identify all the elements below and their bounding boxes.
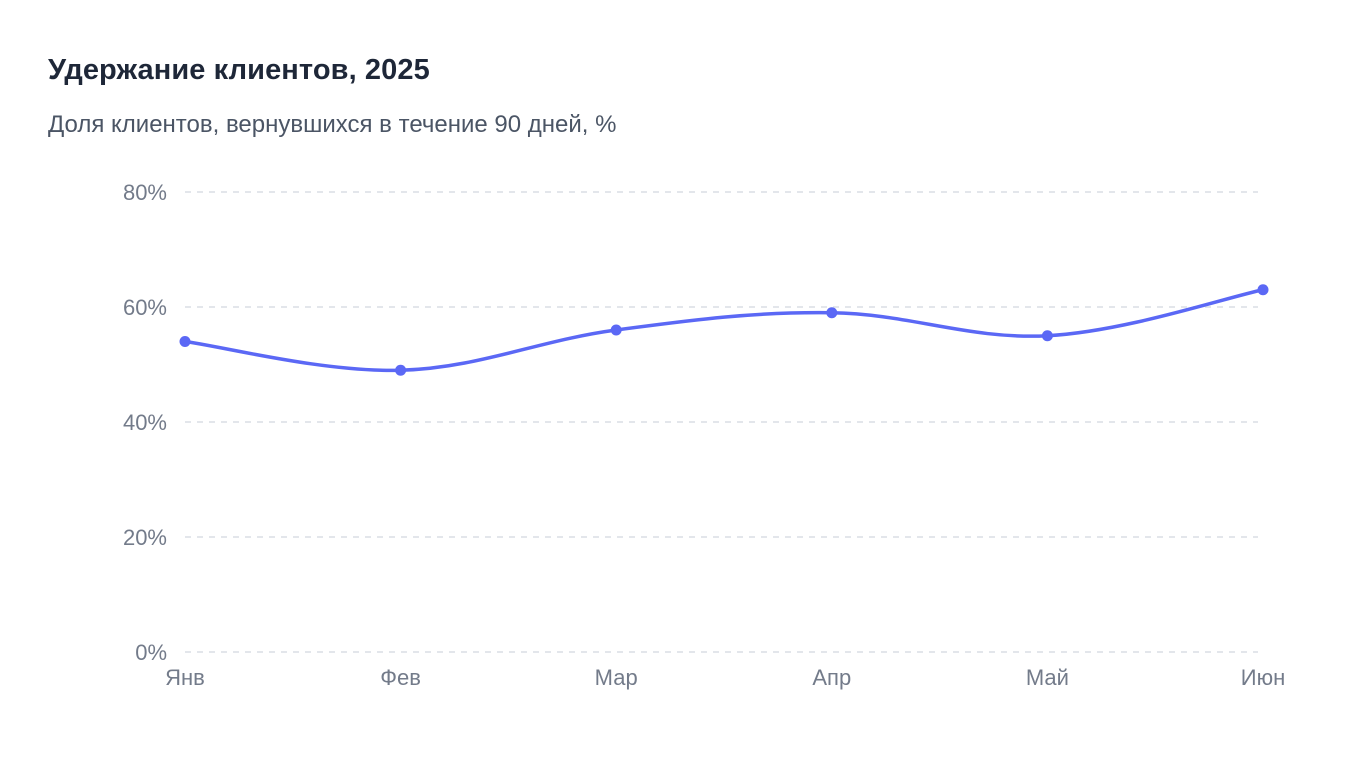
data-point[interactable] (179, 336, 191, 347)
x-tick-label: Май (1026, 665, 1069, 690)
grid-layer (185, 191, 1258, 653)
x-tick-label: Мар (595, 665, 638, 690)
x-tick-label: Июн (1241, 665, 1285, 690)
data-point[interactable] (1041, 330, 1053, 342)
x-axis: Янв Фев Мар Апр Май Июн (165, 665, 1285, 690)
y-tick-label: 0% (135, 640, 167, 665)
data-point[interactable] (610, 324, 622, 336)
x-tick-label: Янв (165, 665, 205, 690)
x-tick-label: Апр (812, 665, 851, 690)
chart-title: Удержание клиентов, 2025 (48, 54, 430, 86)
y-axis: 0% 20% 40% 60% 80% (123, 180, 167, 665)
y-tick-label: 20% (123, 525, 167, 550)
y-tick-label: 80% (123, 180, 167, 205)
x-tick-label: Фев (380, 665, 421, 690)
y-tick-label: 60% (123, 295, 167, 320)
data-point[interactable] (1257, 284, 1269, 296)
series-line (183, 288, 1265, 373)
series-layer (179, 284, 1269, 376)
data-point[interactable] (395, 364, 407, 376)
chart-subtitle: Доля клиентов, вернувшихся в течение 90 … (48, 111, 617, 138)
y-tick-label: 40% (123, 410, 167, 435)
data-point[interactable] (826, 307, 838, 319)
